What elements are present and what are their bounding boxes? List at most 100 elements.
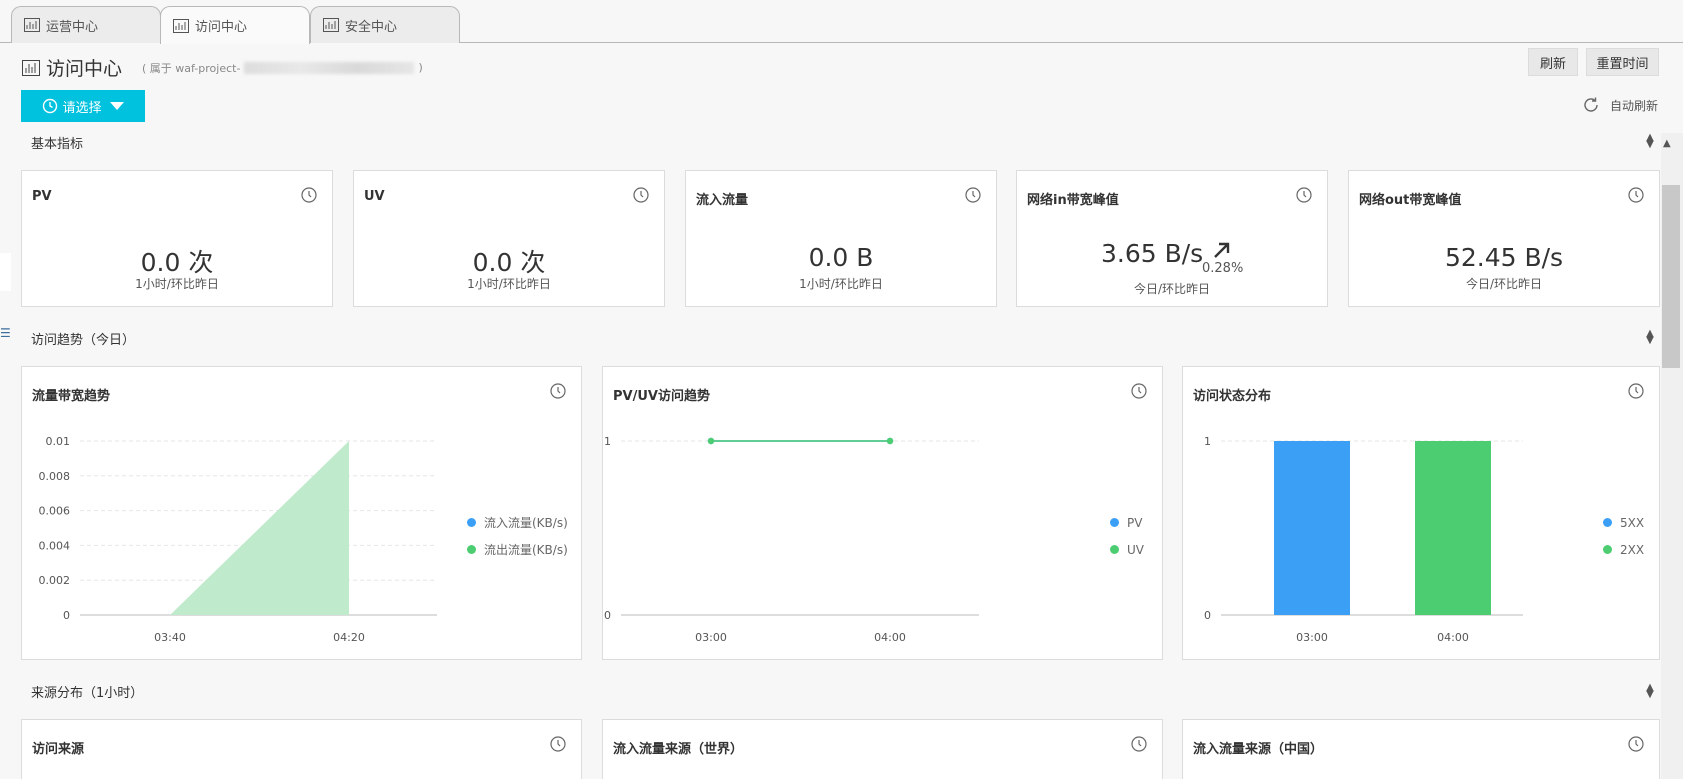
legend-label: 流出流量(KB/s) <box>484 543 568 557</box>
legend-dot <box>1110 518 1119 527</box>
legend-dot <box>1603 545 1612 554</box>
metric-value: 0.0 次 <box>472 248 546 277</box>
side-panel-tab <box>0 253 11 291</box>
subtitle-prefix: ( 属于 waf-project- <box>142 61 241 75</box>
tab-security[interactable]: 安全中心 <box>310 6 460 43</box>
collapse-toggle-icon[interactable]: ▲ ▼ <box>1646 682 1654 700</box>
caret-down-icon <box>109 102 124 110</box>
page-subtitle: ( 属于 waf-project- ) <box>142 60 423 76</box>
card-title: 访问状态分布 <box>1193 389 1272 404</box>
chart-card-access-source: 访问来源 <box>21 719 582 779</box>
legend-dot <box>467 545 476 554</box>
legend-label: UV <box>1127 542 1144 557</box>
clock-icon <box>43 98 58 114</box>
y-tick-label: 0 <box>1204 609 1211 622</box>
legend-item[interactable]: 2XX <box>1603 536 1644 563</box>
clock-icon[interactable] <box>550 736 566 752</box>
tab-label: 安全中心 <box>345 19 398 35</box>
clock-icon[interactable] <box>965 187 981 203</box>
chart-card-pvuv-trend: PV/UV访问趋势 0 1 03:00 04:00 PV UV <box>602 366 1163 660</box>
clock-icon[interactable] <box>1628 736 1644 752</box>
chart-card-inbound-world: 流入流量来源（世界） <box>602 719 1163 779</box>
chart-legend: 5XX 2XX <box>1603 509 1644 563</box>
collapse-toggle-icon[interactable]: ▲ ▼ <box>1646 132 1654 150</box>
clock-icon[interactable] <box>550 383 566 399</box>
legend-item[interactable]: 5XX <box>1603 509 1644 536</box>
metric-card-uv: UV 0.0 次 1小时/环比昨日 <box>353 170 665 307</box>
metric-card-bandwidth-out: 网络out带宽峰值 52.45 B/s 今日/环比昨日 <box>1348 170 1660 307</box>
chart-icon <box>173 18 189 33</box>
redacted-project-id <box>244 61 415 74</box>
card-title: 网络in带宽峰值 <box>1027 193 1119 208</box>
chart-icon <box>323 18 339 32</box>
y-tick-label: 1 <box>1204 435 1211 448</box>
legend-label: PV <box>1127 515 1143 530</box>
legend-dot <box>467 518 476 527</box>
reset-time-button[interactable]: 重置时间 <box>1586 48 1659 76</box>
clock-icon[interactable] <box>1628 383 1644 399</box>
page-header: 访问中心 ( 属于 waf-project- ) <box>22 54 423 81</box>
clock-icon[interactable] <box>301 187 317 203</box>
y-tick-label: 0.002 <box>39 574 71 587</box>
data-point <box>707 437 715 445</box>
page-title: 访问中心 <box>46 58 123 80</box>
collapse-toggle-icon[interactable]: ▲ ▼ <box>1646 328 1654 346</box>
card-title: 访问来源 <box>32 742 85 757</box>
clock-icon[interactable] <box>633 187 649 203</box>
tab-label: 访问中心 <box>195 20 248 35</box>
clock-icon[interactable] <box>1296 187 1312 203</box>
metric-value: 0.0 B <box>808 243 874 272</box>
chart-legend: PV UV <box>1110 509 1144 563</box>
metric-sub: 1小时/环比昨日 <box>135 277 219 291</box>
card-title: 网络out带宽峰值 <box>1359 193 1462 208</box>
legend-label: 流入流量(KB/s) <box>484 516 568 530</box>
bar-2xx <box>1415 441 1491 615</box>
clock-icon[interactable] <box>1131 736 1147 752</box>
status-distribution-chart: 0 1 03:00 04:00 <box>1204 435 1523 644</box>
card-title: 流入流量来源（世界） <box>613 742 744 757</box>
side-menu-icon[interactable]: ☰ <box>0 326 11 340</box>
auto-refresh-label: 自动刷新 <box>1610 98 1659 113</box>
scrollbar-thumb[interactable] <box>1662 185 1680 368</box>
metric-value: 0.0 次 <box>140 248 214 277</box>
tab-label: 运营中心 <box>46 19 99 35</box>
legend-item[interactable]: UV <box>1110 536 1144 563</box>
tab-access[interactable]: 访问中心 <box>160 6 310 44</box>
refresh-icon <box>1584 97 1598 112</box>
clock-icon[interactable] <box>1131 383 1147 399</box>
scroll-up-arrow-icon[interactable]: ▲ <box>1663 138 1671 149</box>
bar-5xx <box>1274 441 1350 615</box>
y-tick-label: 0.004 <box>39 539 71 552</box>
x-tick-label: 04:00 <box>1437 631 1469 644</box>
refresh-button[interactable]: 刷新 <box>1528 48 1578 76</box>
card-title: 流量带宽趋势 <box>32 389 111 404</box>
legend-label: 2XX <box>1620 542 1645 557</box>
section-source-title: 来源分布（1小时） <box>31 686 144 701</box>
metric-value: 3.65 B/s <box>1101 239 1204 268</box>
x-tick-label: 04:00 <box>874 631 906 644</box>
card-title: 流入流量来源（中国） <box>1193 742 1324 757</box>
card-title: UV <box>364 189 385 204</box>
y-tick-label: 0 <box>63 609 70 622</box>
auto-refresh-toggle[interactable]: 自动刷新 <box>1582 96 1658 114</box>
pvuv-trend-chart: 0 1 03:00 04:00 <box>604 435 979 644</box>
legend-item[interactable]: PV <box>1110 509 1144 536</box>
legend-label: 5XX <box>1620 515 1645 530</box>
metric-card-bandwidth-in: 网络in带宽峰值 3.65 B/s 0.28% 今日/环比昨日 <box>1016 170 1328 307</box>
legend-item[interactable]: 流入流量(KB/s) <box>467 509 568 536</box>
tab-operations[interactable]: 运营中心 <box>11 6 161 43</box>
metric-card-inbound-traffic: 流入流量 0.0 B 1小时/环比昨日 <box>685 170 997 307</box>
time-select-button[interactable]: 请选择 <box>21 90 145 122</box>
clock-icon[interactable] <box>1628 187 1644 203</box>
legend-item[interactable]: 流出流量(KB/s) <box>467 536 568 563</box>
tab-bar: 运营中心 访问中心 安全中心 <box>0 0 1683 44</box>
card-title: PV/UV访问趋势 <box>613 389 710 404</box>
chart-icon <box>24 18 40 32</box>
legend-dot <box>1603 518 1612 527</box>
select-label: 请选择 <box>62 100 102 116</box>
y-tick-label: 0.006 <box>39 505 71 518</box>
metric-sub: 1小时/环比昨日 <box>799 277 883 291</box>
arrow-up-right-icon <box>1214 242 1230 258</box>
chart-legend: 流入流量(KB/s) 流出流量(KB/s) <box>467 509 568 563</box>
metric-sub: 今日/环比昨日 <box>1465 277 1543 291</box>
